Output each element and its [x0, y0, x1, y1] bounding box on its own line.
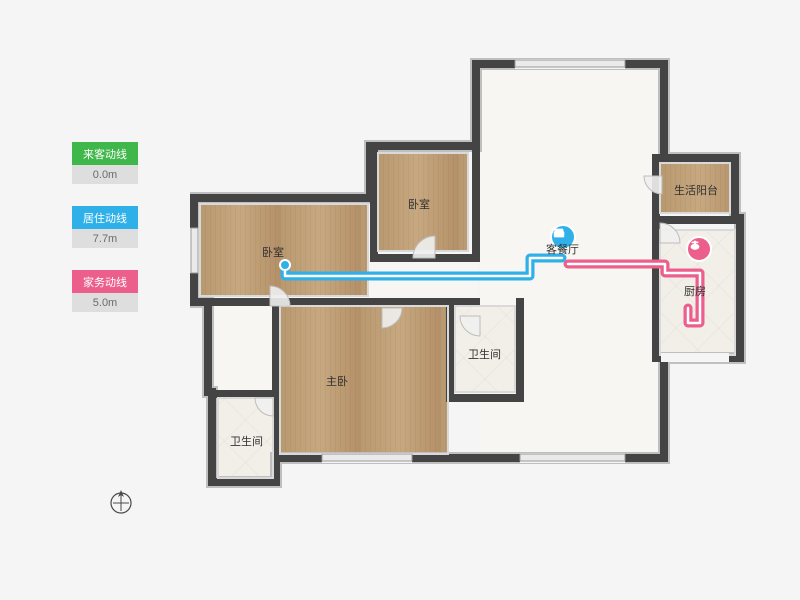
legend-item-guest: 来客动线 0.0m: [72, 142, 138, 184]
legend-value-guest: 0.0m: [72, 165, 138, 184]
floorplan-canvas: 来客动线 0.0m 居住动线 7.7m 家务动线 5.0m: [0, 0, 800, 600]
legend-value-chores: 5.0m: [72, 293, 138, 312]
legend-label-chores: 家务动线: [72, 270, 138, 293]
compass-icon: [106, 486, 136, 516]
legend-label-guest: 来客动线: [72, 142, 138, 165]
legend: 来客动线 0.0m 居住动线 7.7m 家务动线 5.0m: [72, 142, 138, 334]
legend-item-chores: 家务动线 5.0m: [72, 270, 138, 312]
legend-label-residence: 居住动线: [72, 206, 138, 229]
floorplan: 客餐厅 厨房 生活阳台 卧室 卧室 主卧 卫生间 卫生间: [190, 58, 750, 508]
legend-value-residence: 7.7m: [72, 229, 138, 248]
marker-kitchen-icon: [686, 236, 712, 262]
legend-item-residence: 居住动线 7.7m: [72, 206, 138, 248]
marker-living-icon: [550, 224, 576, 250]
walls-svg: [190, 58, 750, 508]
